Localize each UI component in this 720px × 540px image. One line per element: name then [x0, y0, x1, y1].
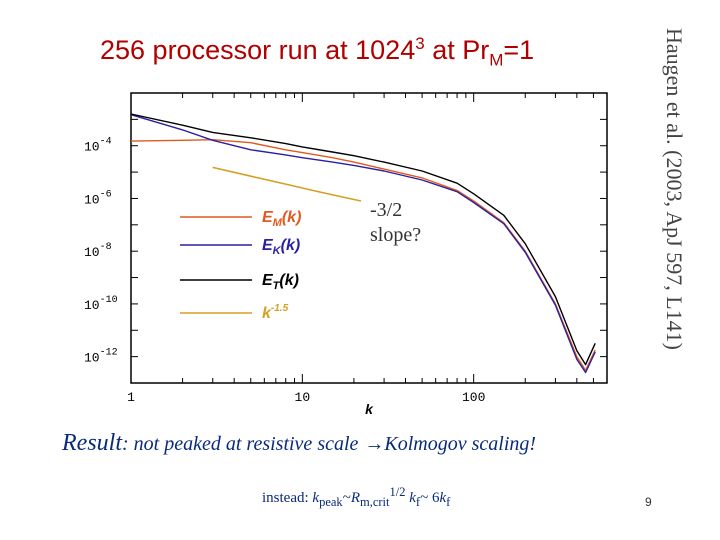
legend-label: EK(k) — [262, 237, 300, 257]
legend-label: EM(k) — [262, 209, 301, 229]
slide-title: 256 processor run at 10243 at PrM=1 — [100, 34, 535, 70]
slope-annotation: -3/2 slope? — [370, 199, 422, 246]
y-tick-label: 10-6 — [84, 189, 112, 207]
y-tick-label: 10-8 — [84, 242, 112, 260]
x-tick-label: 10 — [295, 390, 311, 405]
page-number: 9 — [645, 495, 652, 509]
legend-label: ET(k) — [262, 272, 299, 292]
y-tick-label: 10-12 — [84, 348, 118, 366]
result-statement: Result: not peaked at resistive scale →K… — [62, 430, 537, 456]
x-tick-label: 1 — [127, 390, 135, 405]
x-axis-label: k — [365, 401, 374, 417]
y-tick-label: 10-10 — [84, 295, 118, 313]
arrow-icon: → — [364, 433, 385, 455]
x-tick-label: 100 — [462, 390, 485, 405]
series-line-4 — [212, 166, 362, 202]
series-line-3 — [130, 113, 596, 366]
series-line-1 — [130, 138, 596, 372]
legend-label: k-1.5 — [262, 303, 289, 322]
plot-frame — [130, 92, 608, 384]
instead-formula: instead: kpeak~Rm,crit1/2 kf~ 6kf — [262, 485, 451, 509]
series-line-2 — [130, 114, 596, 374]
y-tick-label: 10-4 — [84, 137, 112, 155]
